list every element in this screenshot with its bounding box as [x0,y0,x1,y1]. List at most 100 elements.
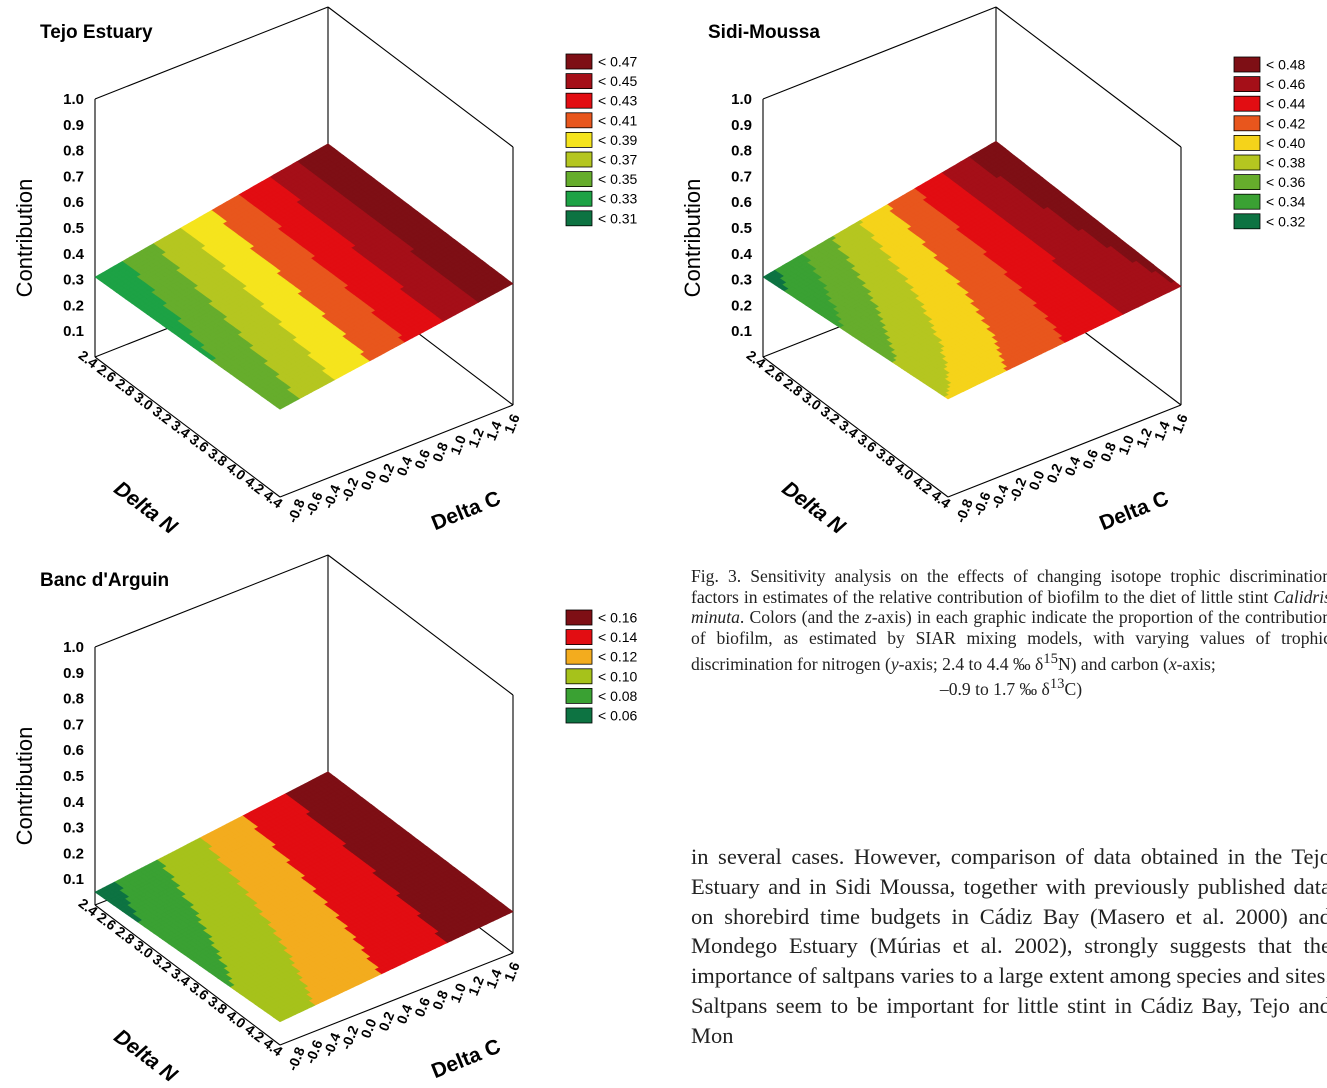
delta-n-tick-label: 3.0 [131,937,156,962]
z-tick-label: 0.8 [63,691,84,708]
legend-label: < 0.34 [1266,194,1306,210]
delta-n-tick-label: 3.2 [150,403,175,428]
delta-c-tick-label: -0.2 [1006,475,1030,504]
delta-n-tick-label: 4.2 [242,473,267,498]
legend-label: < 0.36 [1266,174,1306,190]
delta-c-axis-label: Delta C [428,1035,504,1083]
box-edge [95,555,328,647]
legend-swatch [1234,77,1260,92]
delta-n-tick-label: 2.6 [94,909,119,934]
z-tick-label: 0.5 [63,220,84,237]
legend-swatch [566,172,592,187]
legend-label: < 0.33 [598,191,638,207]
legend-swatch [566,132,592,147]
z-tick-label: 0.5 [731,220,752,237]
caption-y-italic: y [891,654,899,674]
box-edge [948,405,1181,497]
legend-label: < 0.37 [598,152,638,168]
legend-label: < 0.06 [598,708,638,724]
z-axis-label: Contribution [680,179,705,298]
caption-text-7: –0.9 to 1.7 ‰ δ [940,679,1050,699]
z-tick-label: 0.5 [63,768,84,785]
surface-mesh [95,144,513,410]
delta-n-tick-label: 4.4 [261,1035,286,1060]
legend-label: < 0.40 [1266,135,1306,151]
caption-z-italic: z [865,607,872,627]
z-tick-label: 0.4 [63,794,85,811]
z-tick-label: 0.8 [731,143,752,160]
delta-c-tick-label: -0.2 [338,475,362,504]
z-tick-label: 1.0 [731,91,752,108]
delta-c-axis-label: Delta C [1096,487,1172,535]
delta-n-tick-label: 2.8 [113,375,138,400]
caption-x-italic: x [1169,654,1177,674]
caption-sup-13: 13 [1050,676,1065,692]
box-edge [95,7,328,99]
z-tick-label: 0.4 [731,246,753,263]
z-tick-label: 0.2 [731,297,752,314]
z-tick-label: 0.9 [63,665,84,682]
delta-n-tick-label: 2.4 [744,347,769,372]
legend-label: < 0.44 [1266,96,1306,112]
z-tick-label: 0.3 [63,820,84,837]
delta-n-tick-label: 2.8 [113,923,138,948]
caption-text-2: . Colors (and the [740,607,865,627]
caption-sup-15: 15 [1043,651,1058,667]
legend-swatch [566,74,592,89]
z-tick-label: 0.9 [63,117,84,134]
z-tick-label: 0.6 [63,742,84,759]
z-tick-label: 0.3 [731,272,752,289]
delta-c-tick-label: 1.6 [1169,411,1191,435]
delta-n-tick-label: 4.4 [261,487,286,512]
legend-swatch [566,649,592,664]
z-tick-label: 0.3 [63,272,84,289]
legend-label: < 0.14 [598,629,638,645]
z-tick-label: 0.6 [731,194,752,211]
surface-chart-sidi-moussa: Sidi-Moussa1.00.90.80.70.60.50.40.30.20.… [668,0,1327,540]
legend-swatch [566,630,592,645]
legend-swatch [566,191,592,206]
delta-n-tick-label: 3.0 [799,389,824,414]
delta-c-tick-label: 1.6 [501,959,523,983]
delta-c-tick-label: -0.2 [338,1023,362,1052]
legend-label: < 0.43 [598,93,638,109]
surface-mesh [95,772,513,1022]
legend-label: < 0.31 [598,210,638,226]
chart-title: Banc d'Arguin [40,570,169,591]
chart-title: Tejo Estuary [40,22,153,43]
delta-n-axis-label: Delta N [110,1025,182,1087]
delta-n-tick-label: 3.0 [131,389,156,414]
legend-label: < 0.16 [598,610,638,626]
legend-label: < 0.45 [598,73,638,89]
delta-n-tick-label: 4.4 [929,487,954,512]
legend-label: < 0.08 [598,688,638,704]
delta-c-axis-label: Delta C [428,487,504,535]
delta-n-tick-label: 2.4 [76,895,101,920]
legend-swatch [566,54,592,69]
z-tick-label: 0.8 [63,143,84,160]
legend-swatch [566,708,592,723]
caption-text-4: -axis; 2.4 to 4.4 ‰ δ [899,654,1044,674]
legend-swatch [1234,175,1260,190]
z-axis-label: Contribution [12,179,37,298]
legend-swatch [566,93,592,108]
legend: < 0.48< 0.46< 0.44< 0.42< 0.40< 0.38< 0.… [1234,57,1306,230]
z-tick-label: 0.7 [63,168,84,185]
z-tick-label: 0.2 [63,297,84,314]
z-tick-label: 0.1 [63,323,84,340]
z-tick-label: 0.1 [731,323,752,340]
z-tick-label: 0.6 [63,194,84,211]
legend-label: < 0.41 [598,112,638,128]
legend-label: < 0.10 [598,668,638,684]
z-axis-label: Contribution [12,727,37,846]
body-paragraph: in several cases. However, comparison of… [691,842,1327,1075]
legend-label: < 0.47 [598,54,638,70]
legend-label: < 0.32 [1266,213,1306,229]
delta-n-tick-label: 3.6 [187,979,212,1004]
legend-swatch [1234,155,1260,170]
delta-n-tick-label: 2.6 [94,361,119,386]
delta-n-tick-label: 2.8 [781,375,806,400]
